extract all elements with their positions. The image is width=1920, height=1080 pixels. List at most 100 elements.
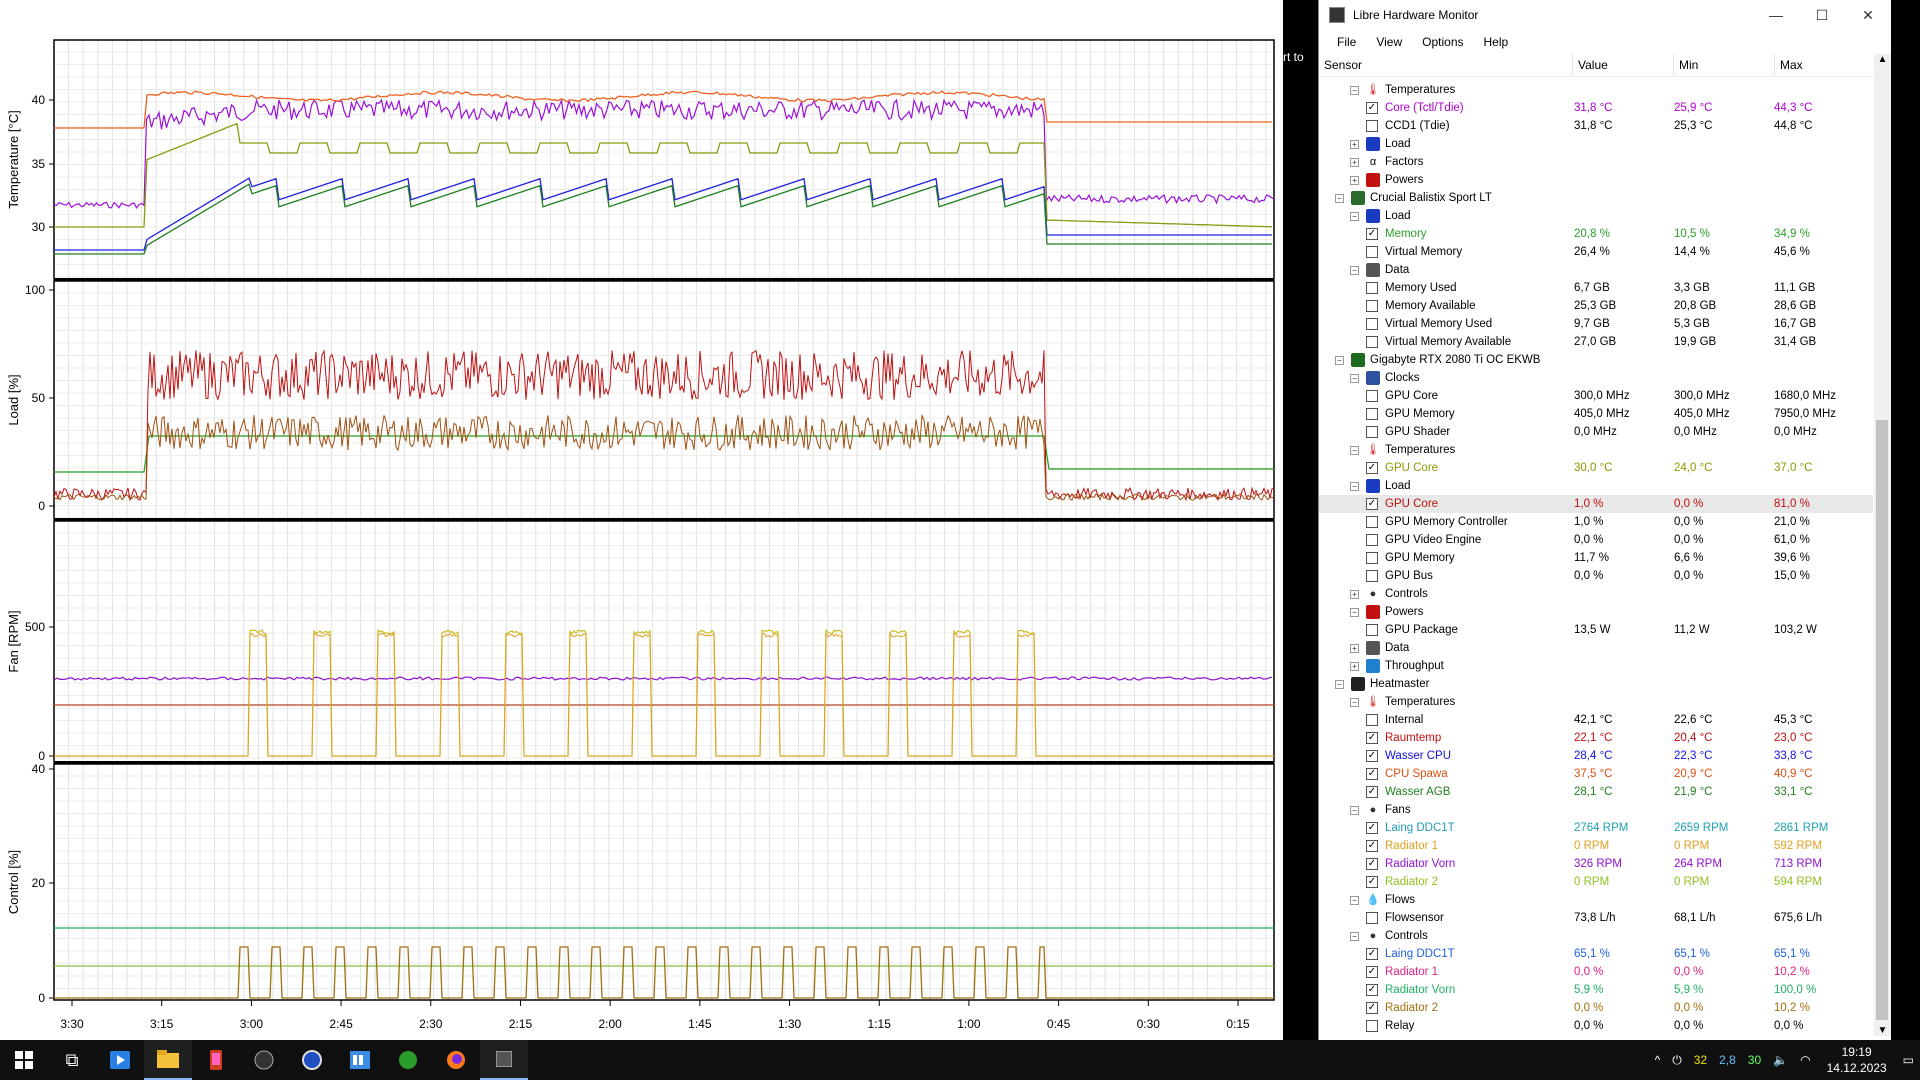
checked-checkbox[interactable]: ✓ — [1366, 786, 1378, 798]
notification-icon[interactable]: ▭ — [1902, 1053, 1914, 1067]
checked-checkbox[interactable]: ✓ — [1366, 948, 1378, 960]
expand-icon[interactable]: + — [1350, 176, 1359, 185]
group-row[interactable]: − Load — [1319, 207, 1873, 225]
menu-view[interactable]: View — [1376, 35, 1403, 49]
group-row[interactable]: − Crucial Balistix Sport LT — [1319, 189, 1873, 207]
taskbar-app-blue[interactable] — [288, 1040, 336, 1080]
speaker-icon[interactable]: 🔈 — [1773, 1053, 1789, 1067]
column-sensor[interactable]: Sensor — [1319, 54, 1573, 76]
tray-power-icon[interactable]: ⏻ — [1672, 1052, 1682, 1067]
network-icon[interactable]: ◠ — [1800, 1053, 1811, 1067]
sensor-row[interactable]: ✓ Laing DDC1T 2764 RPM 2659 RPM 2861 RPM — [1319, 819, 1873, 837]
column-min[interactable]: Min — [1674, 54, 1775, 76]
unchecked-checkbox[interactable] — [1366, 912, 1378, 924]
checked-checkbox[interactable]: ✓ — [1366, 1002, 1378, 1014]
collapse-icon[interactable]: − — [1350, 86, 1359, 95]
sensor-row[interactable]: GPU Package 13,5 W 11,2 W 103,2 W — [1319, 621, 1873, 639]
sensor-row[interactable]: ✓ Radiator 1 0 RPM 0 RPM 592 RPM — [1319, 837, 1873, 855]
taskbar-app-hwmonitor[interactable] — [480, 1040, 528, 1080]
unchecked-checkbox[interactable] — [1366, 336, 1378, 348]
scrollbar-thumb[interactable] — [1876, 420, 1888, 1020]
group-row[interactable]: − Clocks — [1319, 369, 1873, 387]
sensor-row[interactable]: GPU Memory Controller 1,0 % 0,0 % 21,0 % — [1319, 513, 1873, 531]
unchecked-checkbox[interactable] — [1366, 390, 1378, 402]
group-row[interactable]: + Data — [1319, 639, 1873, 657]
sensor-row[interactable]: ✓ CPU Spawa 37,5 °C 20,9 °C 40,9 °C — [1319, 765, 1873, 783]
sensor-row[interactable]: Flowsensor 73,8 L/h 68,1 L/h 675,6 L/h — [1319, 909, 1873, 927]
collapse-icon[interactable]: − — [1350, 446, 1359, 455]
sensor-row[interactable]: Relay 0,0 % 0,0 % 0,0 % — [1319, 1017, 1873, 1035]
sensor-row[interactable]: Memory Available 25,3 GB 20,8 GB 28,6 GB — [1319, 297, 1873, 315]
group-row[interactable]: − Data — [1319, 261, 1873, 279]
unchecked-checkbox[interactable] — [1366, 552, 1378, 564]
sensor-row[interactable]: GPU Video Engine 0,0 % 0,0 % 61,0 % — [1319, 531, 1873, 549]
unchecked-checkbox[interactable] — [1366, 624, 1378, 636]
checked-checkbox[interactable]: ✓ — [1366, 768, 1378, 780]
checked-checkbox[interactable]: ✓ — [1366, 732, 1378, 744]
sensor-row[interactable]: ✓ Wasser CPU 28,4 °C 22,3 °C 33,8 °C — [1319, 747, 1873, 765]
sensor-row[interactable]: ✓ Raumtemp 22,1 °C 20,4 °C 23,0 °C — [1319, 729, 1873, 747]
sensor-row[interactable]: Virtual Memory 26,4 % 14,4 % 45,6 % — [1319, 243, 1873, 261]
group-row[interactable]: + Throughput — [1319, 657, 1873, 675]
unchecked-checkbox[interactable] — [1366, 300, 1378, 312]
start-button[interactable] — [0, 1040, 48, 1080]
taskbar-app-phone[interactable] — [192, 1040, 240, 1080]
group-row[interactable]: − Gigabyte RTX 2080 Ti OC EKWB — [1319, 351, 1873, 369]
tray-value-3[interactable]: 30 — [1747, 1053, 1762, 1067]
sensor-row[interactable]: Virtual Memory Used 9,7 GB 5,3 GB 16,7 GB — [1319, 315, 1873, 333]
sensor-row[interactable]: GPU Memory 11,7 % 6,6 % 39,6 % — [1319, 549, 1873, 567]
tray-chevron-icon[interactable]: ^ — [1654, 1053, 1661, 1067]
collapse-icon[interactable]: − — [1335, 680, 1344, 689]
unchecked-checkbox[interactable] — [1366, 408, 1378, 420]
unchecked-checkbox[interactable] — [1366, 1020, 1378, 1032]
tray-value-1[interactable]: 32 — [1693, 1053, 1708, 1067]
sensor-row[interactable]: GPU Memory 405,0 MHz 405,0 MHz 7950,0 MHz — [1319, 405, 1873, 423]
group-row[interactable]: + α Factors — [1319, 153, 1873, 171]
collapse-icon[interactable]: − — [1350, 374, 1359, 383]
sensor-row[interactable]: ✓ GPU Core 30,0 °C 24,0 °C 37,0 °C — [1319, 459, 1873, 477]
collapse-icon[interactable]: − — [1335, 356, 1344, 365]
maximize-button[interactable]: ☐ — [1815, 6, 1829, 23]
sensor-row[interactable]: ✓ Core (Tctl/Tdie) 31,8 °C 25,9 °C 44,3 °C — [1319, 99, 1873, 117]
group-row[interactable]: − Load — [1319, 477, 1873, 495]
collapse-icon[interactable]: − — [1350, 932, 1359, 941]
menu-file[interactable]: File — [1337, 35, 1357, 49]
tray-value-2[interactable]: 2,8 — [1719, 1053, 1736, 1067]
menu-help[interactable]: Help — [1483, 35, 1509, 49]
unchecked-checkbox[interactable] — [1366, 426, 1378, 438]
unchecked-checkbox[interactable] — [1366, 516, 1378, 528]
close-button[interactable]: ✕ — [1862, 6, 1874, 23]
checked-checkbox[interactable]: ✓ — [1366, 750, 1378, 762]
sensor-row[interactable]: Internal 42,1 °C 22,6 °C 45,3 °C — [1319, 711, 1873, 729]
checked-checkbox[interactable]: ✓ — [1366, 858, 1378, 870]
sensor-row[interactable]: Virtual Memory Available 27,0 GB 19,9 GB 31… — [1319, 333, 1873, 351]
unchecked-checkbox[interactable] — [1366, 534, 1378, 546]
collapse-icon[interactable]: − — [1350, 266, 1359, 275]
collapse-icon[interactable]: − — [1350, 806, 1359, 815]
sensor-row[interactable]: CCD1 (Tdie) 31,8 °C 25,3 °C 44,8 °C — [1319, 117, 1873, 135]
checked-checkbox[interactable]: ✓ — [1366, 984, 1378, 996]
sensor-row[interactable]: ✓ Laing DDC1T 65,1 % 65,1 % 65,1 % — [1319, 945, 1873, 963]
taskbar-app-gpu[interactable] — [240, 1040, 288, 1080]
checked-checkbox[interactable]: ✓ — [1366, 876, 1378, 888]
column-value[interactable]: Value — [1573, 54, 1674, 76]
collapse-icon[interactable]: − — [1335, 194, 1344, 203]
taskbar-app-explorer[interactable] — [144, 1040, 192, 1080]
collapse-icon[interactable]: − — [1350, 698, 1359, 707]
checked-checkbox[interactable]: ✓ — [1366, 966, 1378, 978]
collapse-icon[interactable]: − — [1350, 608, 1359, 617]
group-row[interactable]: + ● Controls — [1319, 585, 1873, 603]
sensor-row[interactable]: ✓ Wasser AGB 28,1 °C 21,9 °C 33,1 °C — [1319, 783, 1873, 801]
vertical-scrollbar[interactable]: ▲ ▼ — [1874, 54, 1891, 1036]
group-row[interactable]: − 💧 Flows — [1319, 891, 1873, 909]
sensor-row[interactable]: ✓ Radiator 2 0 RPM 0 RPM 594 RPM — [1319, 873, 1873, 891]
sensor-row[interactable]: Memory Used 6,7 GB 3,3 GB 11,1 GB — [1319, 279, 1873, 297]
expand-icon[interactable]: + — [1350, 590, 1359, 599]
task-view-button[interactable]: ⧉ — [48, 1040, 96, 1080]
scroll-up-arrow-icon[interactable]: ▲ — [1877, 54, 1888, 65]
menu-options[interactable]: Options — [1422, 35, 1464, 49]
sensor-row[interactable]: GPU Shader 0,0 MHz 0,0 MHz 0,0 MHz — [1319, 423, 1873, 441]
scroll-down-arrow-icon[interactable]: ▼ — [1877, 1025, 1888, 1036]
unchecked-checkbox[interactable] — [1366, 714, 1378, 726]
expand-icon[interactable]: + — [1350, 662, 1359, 671]
